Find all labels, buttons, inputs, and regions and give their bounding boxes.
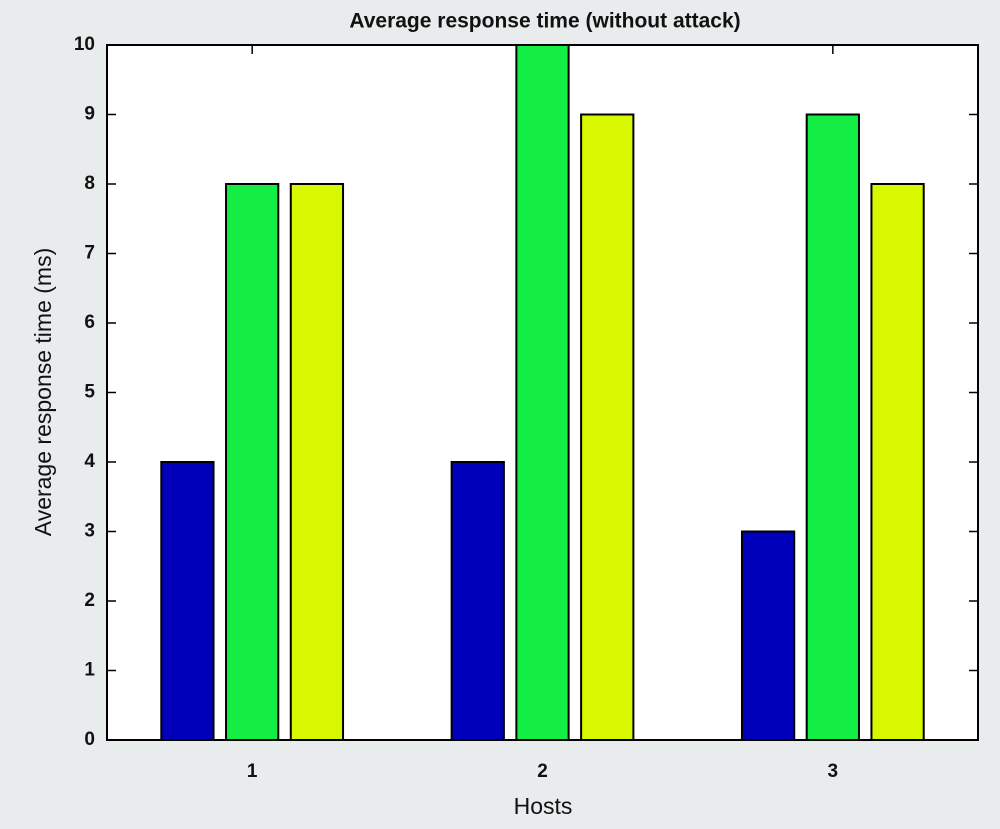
y-tick-label: 10 <box>74 34 95 55</box>
y-tick-label: 1 <box>84 660 95 681</box>
y-tick-label: 4 <box>84 451 95 472</box>
bar <box>450 461 505 741</box>
chart-title: Average response time (without attack) <box>349 10 740 33</box>
y-tick-label: 6 <box>84 312 95 333</box>
x-tick-label: 2 <box>537 761 548 782</box>
bar <box>160 461 215 741</box>
y-tick-label: 8 <box>84 173 95 194</box>
x-axis-label: Hosts <box>514 793 573 819</box>
y-tick-label: 3 <box>84 521 95 542</box>
bar <box>225 183 280 741</box>
bar <box>515 44 570 741</box>
y-axis-label: Average response time (ms) <box>30 248 56 536</box>
y-tick-label: 7 <box>84 243 95 264</box>
x-tick-label: 1 <box>247 761 258 782</box>
bar <box>870 183 925 741</box>
bar <box>805 113 860 741</box>
bar <box>580 113 635 741</box>
x-tick-label: 3 <box>828 761 839 782</box>
plot-border <box>106 44 979 741</box>
y-tick-label: 2 <box>84 590 95 611</box>
bar <box>289 183 345 741</box>
y-tick-label: 9 <box>84 104 95 125</box>
y-tick-label: 5 <box>84 382 95 403</box>
y-tick-label: 0 <box>84 729 95 750</box>
bar <box>740 530 796 741</box>
